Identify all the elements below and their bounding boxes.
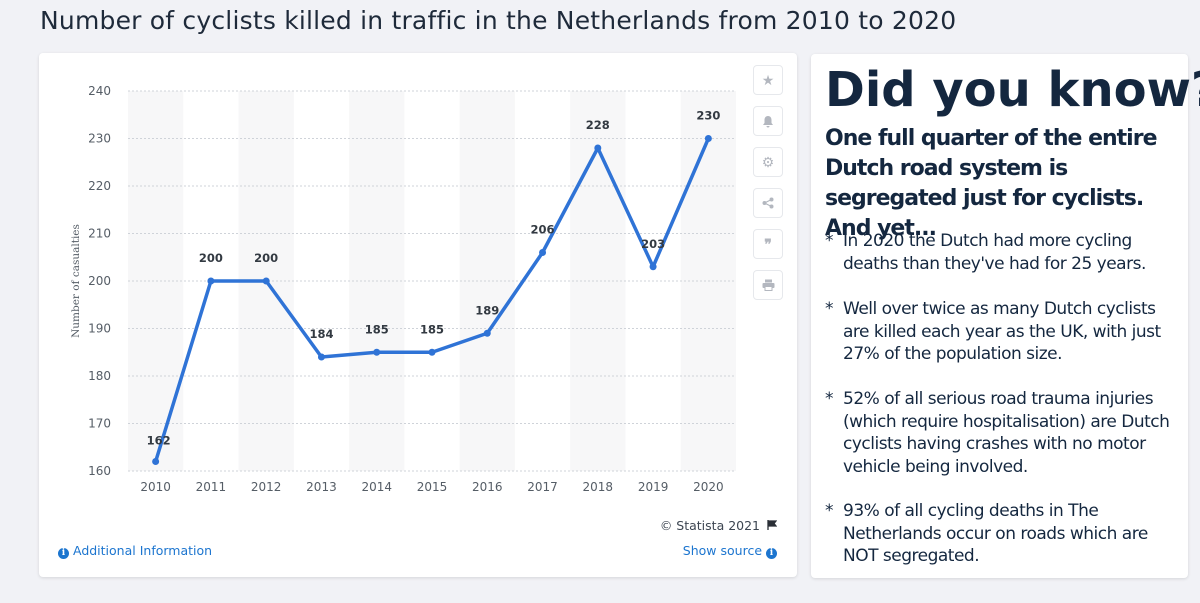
data-point <box>704 135 712 142</box>
y-tick-label: 200 <box>88 274 111 288</box>
chart-panel: 160 170 180 190 200 210 220 230 240 Number of cas… <box>39 53 797 577</box>
data-label: 230 <box>696 109 720 123</box>
data-point <box>317 353 325 361</box>
show-source-link[interactable]: Show source i <box>683 543 777 559</box>
y-tick-label: 220 <box>88 179 111 193</box>
x-tick-label: 2015 <box>417 480 448 494</box>
y-tick-label: 210 <box>88 227 111 241</box>
info-icon: i <box>58 548 69 559</box>
data-label: 185 <box>365 322 389 336</box>
y-axis-label: Number of casualties <box>70 224 82 338</box>
list-item: * In 2020 the Dutch had more cycling dea… <box>825 231 1146 274</box>
list-item: * Well over twice as many Dutch cyclists… <box>825 299 1161 364</box>
data-label: 200 <box>199 251 223 265</box>
data-point <box>483 329 491 337</box>
data-point <box>373 348 381 356</box>
did-you-know-panel: Did you know? One full quarter of the en… <box>811 54 1200 578</box>
x-tick-label: 2017 <box>527 480 558 494</box>
line-chart: 160 170 180 190 200 210 220 230 240 Number of cas… <box>70 84 736 494</box>
page-title: Number of cyclists killed in traffic in … <box>40 6 957 35</box>
chart-toolbar: ★ ⚙ ❞ <box>753 65 783 311</box>
x-tick-label: 2012 <box>251 480 282 494</box>
data-label: 206 <box>531 223 555 237</box>
gear-icon[interactable]: ⚙ <box>753 147 783 177</box>
flag-icon[interactable] <box>767 520 778 530</box>
x-tick-label: 2010 <box>140 480 171 494</box>
share-icon[interactable] <box>753 188 783 218</box>
print-icon[interactable] <box>753 270 783 300</box>
data-point <box>539 249 547 256</box>
y-tick-label: 230 <box>88 132 111 146</box>
x-tick-label: 2020 <box>693 480 724 494</box>
y-tick-label: 170 <box>88 417 111 431</box>
info-icon: i <box>766 548 777 559</box>
data-label: 200 <box>254 251 278 265</box>
chart-band <box>459 91 515 471</box>
y-tick-label: 160 <box>88 464 111 478</box>
data-label: 203 <box>641 237 665 251</box>
data-point <box>649 263 657 271</box>
list-item: * 52% of all serious road trauma injurie… <box>825 389 1170 477</box>
data-label: 189 <box>475 303 499 317</box>
x-tick-label: 2019 <box>638 480 669 494</box>
data-label: 185 <box>420 322 444 336</box>
y-tick-label: 240 <box>88 84 111 98</box>
x-tick-label: 2014 <box>361 480 392 494</box>
y-tick-label: 180 <box>88 369 111 383</box>
x-tick-label: 2013 <box>306 480 337 494</box>
quote-icon[interactable]: ❞ <box>753 229 783 259</box>
data-point <box>262 277 270 285</box>
info-heading: Did you know? <box>825 62 1200 118</box>
data-point <box>594 144 602 152</box>
data-point <box>152 458 160 465</box>
additional-information-link[interactable]: i Additional Information <box>58 543 212 559</box>
x-tick-label: 2018 <box>583 480 614 494</box>
list-item: * 93% of all cycling deaths in The Nethe… <box>825 501 1148 566</box>
info-intro: One full quarter of the entire Dutch roa… <box>825 126 1158 241</box>
data-label: 228 <box>586 118 610 132</box>
data-point <box>207 277 215 285</box>
copyright-notice: © Statista 2021 <box>660 518 778 533</box>
x-tick-label: 2011 <box>196 480 227 494</box>
data-label: 184 <box>309 327 333 341</box>
data-point <box>428 348 436 356</box>
x-tick-label: 2016 <box>472 480 503 494</box>
star-icon[interactable]: ★ <box>753 65 783 95</box>
bell-icon[interactable] <box>753 106 783 136</box>
data-label: 162 <box>147 434 171 448</box>
y-tick-label: 190 <box>88 322 111 336</box>
